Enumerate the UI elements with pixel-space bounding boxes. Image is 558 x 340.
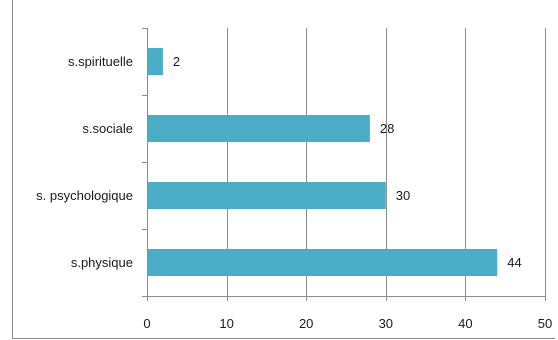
x-tick-label: 50 xyxy=(538,316,552,331)
category-labels: s.spirituelle s.sociale s. psychologique s.… xyxy=(36,54,133,270)
tick-labels: 0 10 20 30 40 50 xyxy=(143,316,552,331)
data-label: 30 xyxy=(396,188,410,203)
x-tick-label: 40 xyxy=(458,316,472,331)
bar xyxy=(148,182,386,209)
category-label: s.sociale xyxy=(82,121,133,136)
bar xyxy=(148,249,498,276)
data-label: 44 xyxy=(507,255,521,270)
category-label: s. psychologique xyxy=(36,188,133,203)
x-tick-label: 20 xyxy=(299,316,313,331)
data-label: 28 xyxy=(380,121,394,136)
category-label: s.physique xyxy=(71,255,133,270)
category-label: s.spirituelle xyxy=(68,54,133,69)
x-tick-label: 0 xyxy=(143,316,150,331)
data-label: 2 xyxy=(173,54,180,69)
x-tick-label: 30 xyxy=(379,316,393,331)
axes xyxy=(142,28,546,301)
x-tick-label: 10 xyxy=(219,316,233,331)
bar xyxy=(148,48,163,75)
bars xyxy=(148,48,498,276)
chart-frame xyxy=(12,0,555,339)
data-labels: 2 28 30 44 xyxy=(173,54,522,270)
bar xyxy=(148,115,370,142)
